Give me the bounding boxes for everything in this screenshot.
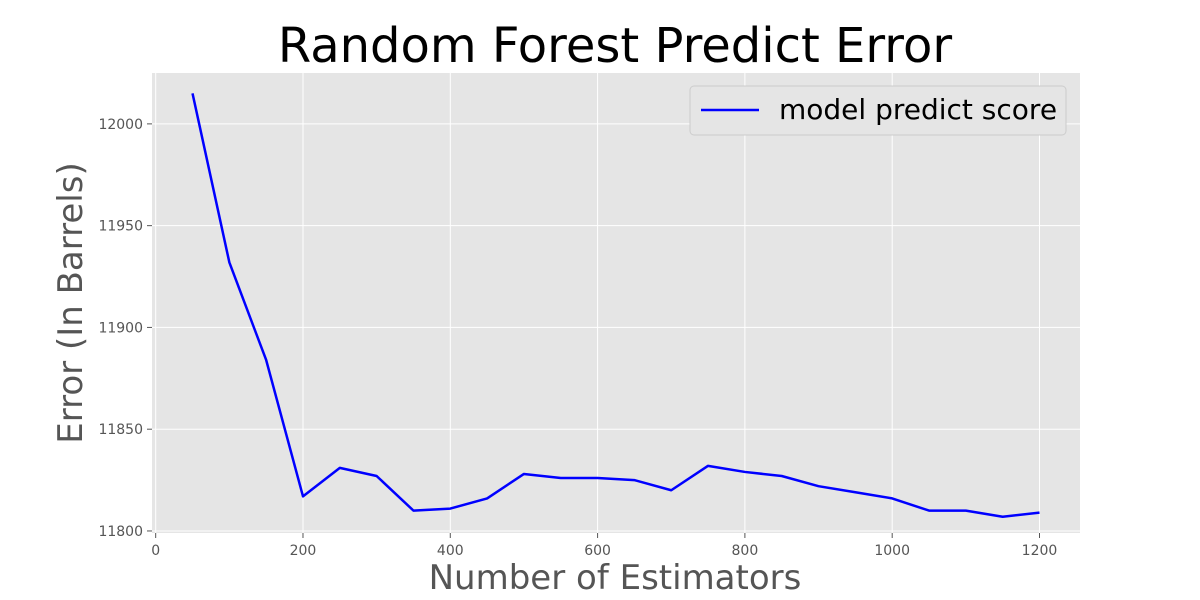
legend-box [689,85,1067,136]
plot-area [152,73,1080,533]
x-tick-label: 0 [151,543,160,559]
legend-label: model predict score [779,93,1057,126]
y-axis-label: Error (In Barrels) [51,162,91,443]
grid-lines [152,73,1080,533]
x-tick-label: 200 [290,543,317,559]
x-tick-label: 400 [437,543,464,559]
x-tick-label: 1000 [874,543,910,559]
y-tick-label: 12000 [98,117,143,133]
y-tick-label: 11850 [98,422,143,438]
axis-ticks: 0 200 400 600 800 1000 1200 11800 11850 11900 1195… [98,117,1057,559]
x-axis-label: Number of Estimators [429,558,802,598]
x-tick-label: 1200 [1022,543,1058,559]
series-line [191,93,1040,518]
x-tick-label: 600 [584,543,611,559]
y-tick-label: 11950 [98,219,143,235]
x-tick-label: 800 [732,543,759,559]
y-tick-label: 11900 [98,320,143,336]
chart-title: Random Forest Predict Error [278,18,952,74]
series-group [191,93,1040,518]
legend: model predict score [689,85,1067,136]
y-tick-label: 11800 [98,524,143,540]
